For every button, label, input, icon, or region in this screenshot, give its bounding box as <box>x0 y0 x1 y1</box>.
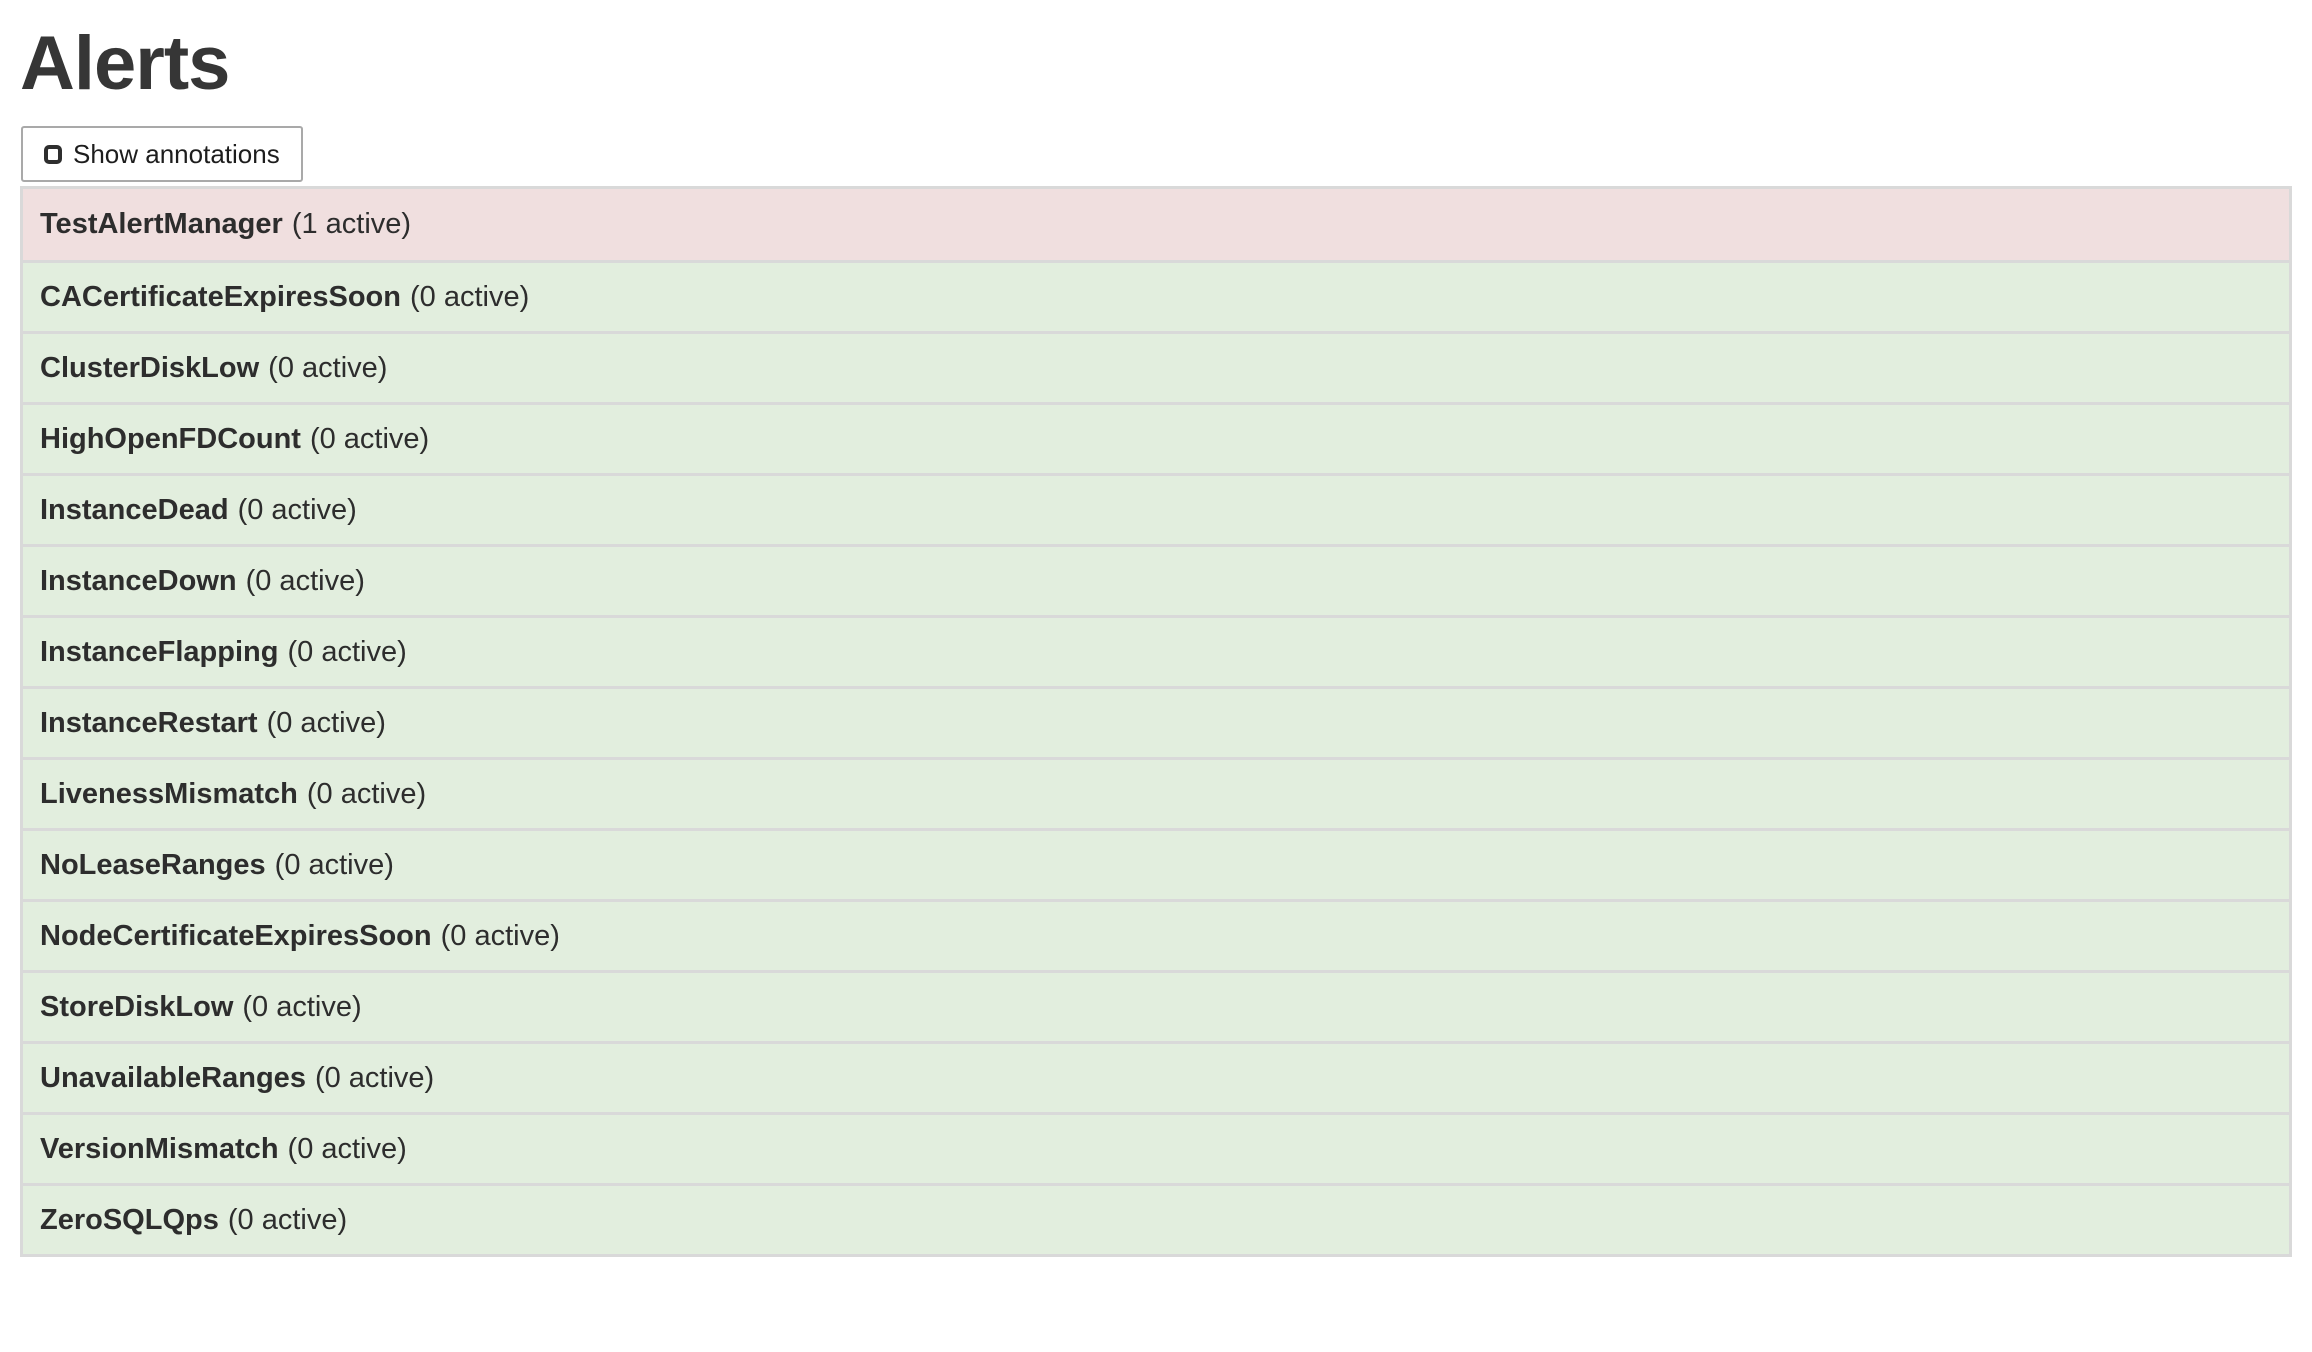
alert-rule-row[interactable]: CACertificateExpiresSoon (0 active) <box>23 260 2289 332</box>
show-annotations-button[interactable]: Show annotations <box>21 126 303 183</box>
alert-rule-row[interactable]: TestAlertManager (1 active) <box>23 189 2289 261</box>
alert-rule-name: NoLeaseRanges <box>40 848 266 881</box>
alerts-page: Alerts Show annotations TestAlertManager… <box>0 20 2312 1258</box>
alert-rule-name: VersionMismatch <box>40 1132 279 1165</box>
alert-active-count: (0 active) <box>237 493 357 526</box>
alert-rule-name: InstanceRestart <box>40 706 258 739</box>
alert-rule-row[interactable]: VersionMismatch (0 active) <box>23 1112 2289 1184</box>
checkbox-unchecked-icon <box>44 144 62 164</box>
alert-rule-row[interactable]: LivenessMismatch (0 active) <box>23 757 2289 829</box>
show-annotations-label: Show annotations <box>73 138 280 169</box>
alert-active-count: (0 active) <box>245 564 365 597</box>
alert-rule-name: HighOpenFDCount <box>40 422 301 455</box>
alert-active-count: (0 active) <box>306 777 427 810</box>
alert-active-count: (0 active) <box>266 706 386 739</box>
page-title: Alerts <box>20 21 230 106</box>
alert-active-count: (0 active) <box>410 280 530 313</box>
alert-active-count: (0 active) <box>309 422 430 455</box>
alert-active-count: (0 active) <box>314 1061 435 1094</box>
alert-rule-name: InstanceFlapping <box>40 635 279 668</box>
alert-active-count: (0 active) <box>287 1132 407 1165</box>
alert-rule-row[interactable]: UnavailableRanges (0 active) <box>23 1041 2289 1113</box>
alert-rule-name: NodeCertificateExpiresSoon <box>40 919 432 952</box>
alert-rule-name: TestAlertManager <box>40 208 283 241</box>
alert-rule-row[interactable]: InstanceRestart (0 active) <box>23 686 2289 758</box>
alert-rule-row[interactable]: HighOpenFDCount (0 active) <box>23 402 2289 474</box>
alert-rule-name: InstanceDown <box>40 564 237 597</box>
alert-rule-name: InstanceDead <box>40 493 229 526</box>
alert-rule-row[interactable]: NodeCertificateExpiresSoon (0 active) <box>23 899 2289 971</box>
alert-rule-name: LivenessMismatch <box>40 777 298 810</box>
alert-active-count: (0 active) <box>440 919 560 952</box>
alerts-table: TestAlertManager (1 active) CACertificat… <box>20 186 2292 1258</box>
alert-active-count: (0 active) <box>274 848 394 881</box>
alert-rule-name: ZeroSQLQps <box>40 1203 219 1236</box>
alert-rule-row[interactable]: ZeroSQLQps (0 active) <box>23 1183 2289 1255</box>
alert-rule-row[interactable]: InstanceFlapping (0 active) <box>23 615 2289 687</box>
alert-active-count: (0 active) <box>287 635 407 668</box>
alert-active-count: (0 active) <box>268 351 388 384</box>
alert-rule-row[interactable]: ClusterDiskLow (0 active) <box>23 331 2289 403</box>
alert-rule-name: StoreDiskLow <box>40 990 234 1023</box>
alert-rule-row[interactable]: NoLeaseRanges (0 active) <box>23 828 2289 900</box>
alert-active-count: (0 active) <box>242 990 362 1023</box>
alert-active-count: (1 active) <box>291 208 412 241</box>
alert-rule-name: ClusterDiskLow <box>40 351 260 384</box>
alert-rule-name: UnavailableRanges <box>40 1061 306 1094</box>
alert-rule-row[interactable]: StoreDiskLow (0 active) <box>23 970 2289 1042</box>
alert-active-count: (0 active) <box>227 1203 348 1236</box>
alert-rule-row[interactable]: InstanceDown (0 active) <box>23 544 2289 616</box>
alert-rule-row[interactable]: InstanceDead (0 active) <box>23 473 2289 545</box>
alert-rule-name: CACertificateExpiresSoon <box>40 280 401 313</box>
